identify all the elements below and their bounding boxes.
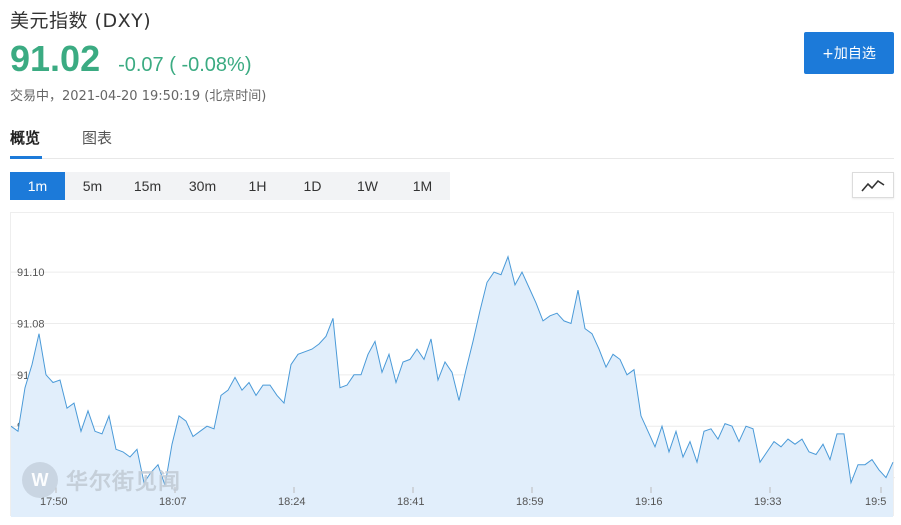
x-tick-label: 19:5 [865, 496, 886, 508]
period-1w-button[interactable]: 1W [357, 178, 378, 194]
chart-type-toggle-button[interactable] [852, 172, 894, 198]
x-tick-label: 18:07 [159, 496, 187, 508]
x-tick-label: 18:59 [516, 496, 544, 508]
x-tick-label: 18:24 [278, 496, 306, 508]
period-1h-button[interactable]: 1H [248, 178, 267, 194]
price-chart-svg: 91.0291.0491.0691.0891.1017:5018:0718:24… [11, 255, 895, 517]
add-to-watchlist-button[interactable]: +加自选 [804, 32, 894, 74]
period-5m-button[interactable]: 5m [82, 178, 103, 194]
period-1m-button[interactable]: 1m [10, 172, 65, 200]
last-price: 91.02 [10, 38, 101, 79]
x-tick-label: 18:41 [397, 496, 425, 508]
instrument-title: 美元指数 (DXY) [10, 10, 152, 32]
wallstreetcn-logo-icon: W [22, 462, 58, 498]
quote-timestamp: 2021-04-20 19:50:19 (北京时间) [62, 89, 267, 104]
y-tick-label: 91.10 [17, 267, 45, 279]
watermark-text: 华尔街见闻 [66, 470, 182, 495]
active-tab-indicator [10, 156, 42, 159]
status-label: 交易中， [10, 89, 63, 104]
y-tick-label: 91.08 [17, 318, 45, 330]
trading-status: 交易中，2021-04-20 19:50:19 (北京时间) [10, 85, 266, 104]
period-1d-button[interactable]: 1D [303, 178, 322, 194]
price-row: 91.02 -0.07 ( -0.08%) [10, 38, 251, 80]
period-selector: 1m 5m 15m 30m 1H 1D 1W 1M [10, 172, 450, 200]
period-30m-button[interactable]: 30m [188, 178, 217, 194]
line-chart-icon [861, 179, 885, 192]
tab-chart[interactable]: 图表 [82, 129, 113, 147]
price-chart[interactable]: 91.0291.0491.0691.0891.1017:5018:0718:24… [10, 212, 895, 517]
watermark: W 华尔街见闻 [22, 462, 181, 498]
price-change: -0.07 ( -0.08%) [118, 54, 252, 76]
tab-overview[interactable]: 概览 [10, 129, 41, 147]
price-line [11, 255, 894, 486]
x-tick-label: 19:33 [754, 496, 782, 508]
price-area [11, 256, 893, 517]
period-1mo-button[interactable]: 1M [412, 178, 433, 194]
tab-bar: 概览 图表 [10, 125, 894, 159]
period-15m-button[interactable]: 15m [133, 178, 162, 194]
x-tick-label: 19:16 [635, 496, 663, 508]
x-tick-label: 17:50 [40, 496, 68, 508]
